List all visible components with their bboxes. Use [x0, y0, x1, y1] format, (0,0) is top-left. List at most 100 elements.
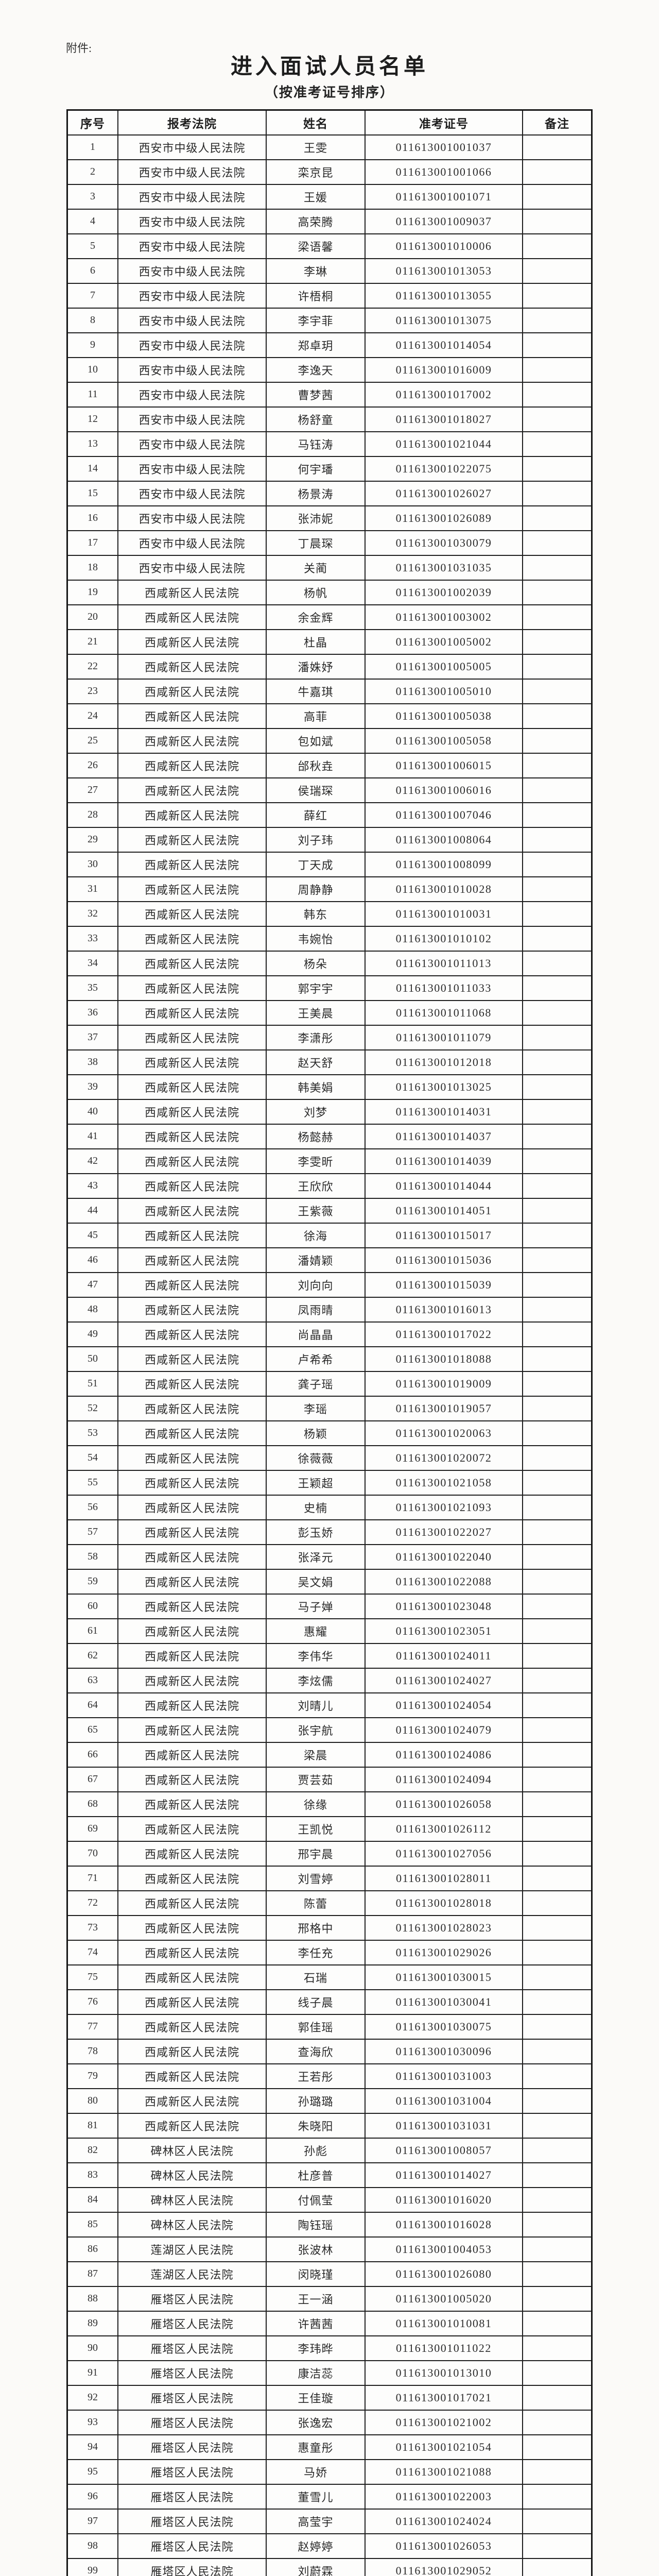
ticket-cell: 011613001029026	[365, 1939, 523, 1965]
serial-cell: 40	[66, 1098, 118, 1125]
table-row: 81 西咸新区人民法院 朱晓阳 011613001031031	[66, 2112, 593, 2139]
name-cell: 朱晓阳	[266, 2112, 366, 2139]
remark-cell	[522, 777, 593, 803]
ticket-cell: 011613001024024	[365, 2508, 523, 2534]
name-cell: 刘子玮	[266, 826, 366, 853]
name-cell: 马娇	[266, 2459, 366, 2485]
attachment-label: 附件:	[66, 42, 92, 55]
table-row: 55 西咸新区人民法院 王颖超 011613001021058	[66, 1469, 593, 1496]
table-row: 47 西咸新区人民法院 刘向向 011613001015039	[66, 1272, 593, 1298]
table-row: 93 雁塔区人民法院 张逸宏 011613001021002	[66, 2409, 593, 2435]
serial-cell: 54	[66, 1445, 118, 1471]
serial-cell: 58	[66, 1544, 118, 1570]
name-cell: 张逸宏	[266, 2409, 366, 2435]
serial-cell: 97	[66, 2508, 118, 2534]
court-cell: 西咸新区人民法院	[117, 1296, 267, 1323]
serial-cell: 33	[66, 925, 118, 952]
serial-cell: 86	[66, 2236, 118, 2262]
court-cell: 雁塔区人民法院	[117, 2384, 267, 2411]
serial-cell: 49	[66, 1321, 118, 1347]
serial-cell: 27	[66, 777, 118, 803]
ticket-cell: 011613001022088	[365, 1568, 523, 1595]
remark-cell	[522, 1964, 593, 1990]
name-cell: 栾京昆	[266, 159, 366, 185]
court-cell: 雁塔区人民法院	[117, 2285, 267, 2312]
court-cell: 西咸新区人民法院	[117, 1816, 267, 1842]
serial-cell: 84	[66, 2187, 118, 2213]
name-cell: 郑卓玥	[266, 332, 366, 358]
court-cell: 西安市中级人民法院	[117, 258, 267, 284]
table-row: 41 西咸新区人民法院 杨懿赫 011613001014037	[66, 1123, 593, 1149]
name-cell: 许茜茜	[266, 2310, 366, 2336]
table-head: 序号 报考法院 姓名 准考证号 备注	[66, 109, 593, 135]
court-cell: 雁塔区人民法院	[117, 2360, 267, 2386]
ticket-cell: 011613001007046	[365, 802, 523, 828]
table-row: 68 西咸新区人民法院 徐缘 011613001026058	[66, 1791, 593, 1817]
name-cell: 马子婵	[266, 1593, 366, 1619]
table-row: 2 西安市中级人民法院 栾京昆 011613001001066	[66, 159, 593, 185]
table-row: 85 碑林区人民法院 陶钰瑶 011613001016028	[66, 2211, 593, 2238]
ticket-cell: 011613001011022	[365, 2335, 523, 2361]
serial-cell: 17	[66, 530, 118, 556]
remark-cell	[522, 2533, 593, 2559]
court-cell: 西咸新区人民法院	[117, 653, 267, 680]
remark-cell	[522, 1816, 593, 1842]
name-cell: 曹梦茜	[266, 381, 366, 408]
name-cell: 王欣欣	[266, 1173, 366, 1199]
name-cell: 徐薇薇	[266, 1445, 366, 1471]
court-cell: 西咸新区人民法院	[117, 1494, 267, 1520]
remark-cell	[522, 1469, 593, 1496]
name-cell: 侯瑞琛	[266, 777, 366, 803]
name-cell: 彭玉娇	[266, 1519, 366, 1545]
ticket-cell: 011613001028011	[365, 1865, 523, 1891]
ticket-cell: 011613001031031	[365, 2112, 523, 2139]
ticket-cell: 011613001001071	[365, 183, 523, 210]
remark-cell	[522, 233, 593, 259]
serial-cell: 41	[66, 1123, 118, 1149]
court-cell: 西安市中级人民法院	[117, 554, 267, 581]
name-cell: 尚晶晶	[266, 1321, 366, 1347]
court-cell: 雁塔区人民法院	[117, 2310, 267, 2336]
name-cell: 刘向向	[266, 1272, 366, 1298]
ticket-cell: 011613001014051	[365, 1197, 523, 1224]
court-cell: 西咸新区人民法院	[117, 1098, 267, 1125]
name-cell: 高荣腾	[266, 208, 366, 234]
name-cell: 线子晨	[266, 1989, 366, 2015]
table-row: 78 西咸新区人民法院 查海欣 011613001030096	[66, 2038, 593, 2064]
remark-cell	[522, 1222, 593, 1248]
name-cell: 梁晨	[266, 1741, 366, 1768]
ticket-cell: 011613001024054	[365, 1692, 523, 1718]
ticket-cell: 011613001019057	[365, 1395, 523, 1421]
table-row: 74 西咸新区人民法院 李任充 011613001029026	[66, 1939, 593, 1965]
ticket-cell: 011613001018088	[365, 1346, 523, 1372]
court-cell: 莲湖区人民法院	[117, 2261, 267, 2287]
table-row: 37 西咸新区人民法院 李潇彤 011613001011079	[66, 1024, 593, 1050]
table-row: 4 西安市中级人民法院 高荣腾 011613001009037	[66, 208, 593, 234]
serial-cell: 3	[66, 183, 118, 210]
ticket-cell: 011613001005010	[365, 678, 523, 704]
serial-cell: 23	[66, 678, 118, 704]
remark-cell	[522, 2211, 593, 2238]
serial-cell: 46	[66, 1247, 118, 1273]
court-cell: 西安市中级人民法院	[117, 282, 267, 309]
serial-cell: 37	[66, 1024, 118, 1050]
court-cell: 西咸新区人民法院	[117, 2112, 267, 2139]
table-row: 9 西安市中级人民法院 郑卓玥 011613001014054	[66, 332, 593, 358]
name-cell: 康洁蕊	[266, 2360, 366, 2386]
ticket-cell: 011613001021088	[365, 2459, 523, 2485]
remark-cell	[522, 2335, 593, 2361]
remark-cell	[522, 1098, 593, 1125]
ticket-cell: 011613001022040	[365, 1544, 523, 1570]
court-cell: 莲湖区人民法院	[117, 2236, 267, 2262]
serial-cell: 88	[66, 2285, 118, 2312]
court-cell: 西安市中级人民法院	[117, 183, 267, 210]
remark-cell	[522, 2187, 593, 2213]
table-row: 61 西咸新区人民法院 惠耀 011613001023051	[66, 1618, 593, 1644]
table-row: 36 西咸新区人民法院 王美晨 011613001011068	[66, 999, 593, 1026]
table-row: 59 西咸新区人民法院 吴文娟 011613001022088	[66, 1568, 593, 1595]
table-row: 69 西咸新区人民法院 王凯悦 011613001026112	[66, 1816, 593, 1842]
serial-cell: 59	[66, 1568, 118, 1595]
ticket-cell: 011613001018027	[365, 406, 523, 432]
remark-cell	[522, 2038, 593, 2064]
serial-cell: 35	[66, 975, 118, 1001]
